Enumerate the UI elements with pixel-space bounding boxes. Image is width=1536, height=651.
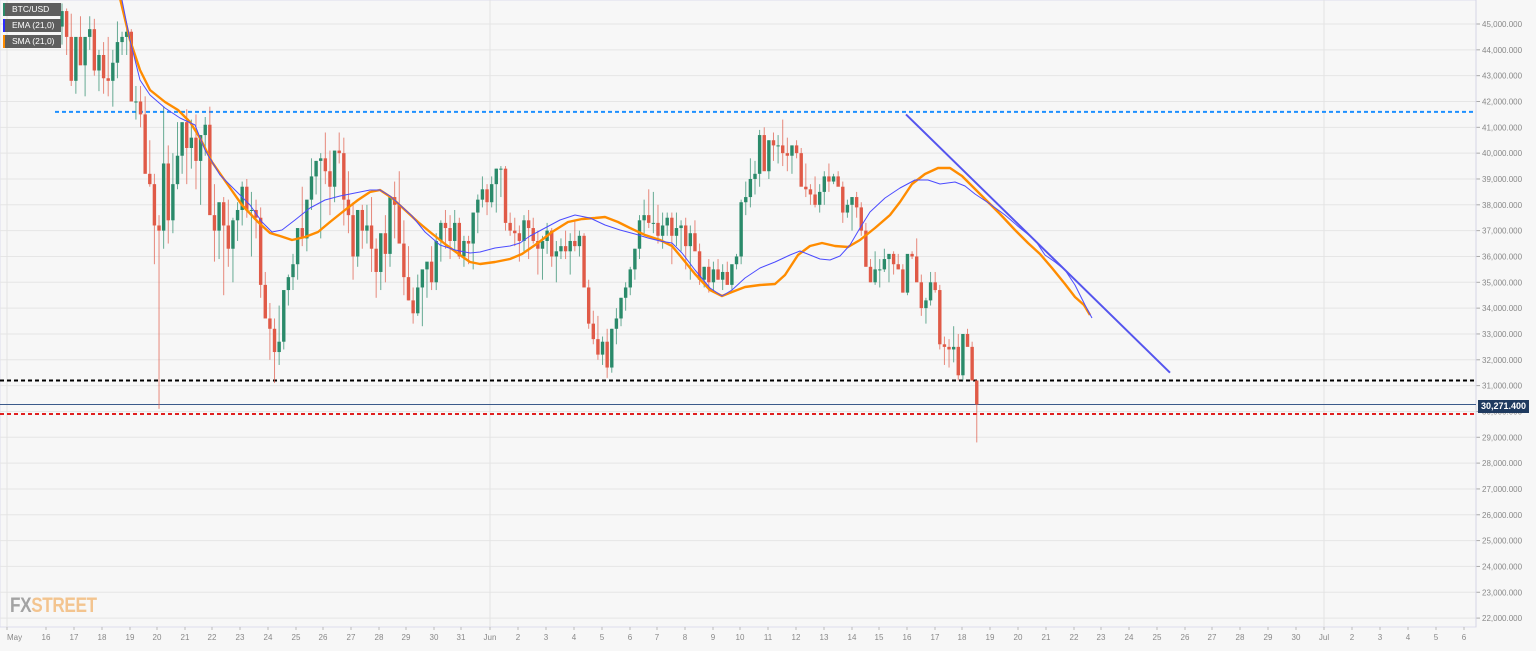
candles	[60, 3, 979, 443]
logo-fx: FX	[10, 594, 32, 617]
svg-text:17: 17	[70, 633, 79, 642]
svg-text:14: 14	[848, 633, 857, 642]
svg-text:35,000.000: 35,000.000	[1482, 278, 1523, 287]
legend: BTC/USD EMA (21,0) SMA (21,0)	[3, 3, 61, 48]
svg-text:27: 27	[347, 633, 356, 642]
svg-text:21: 21	[181, 633, 190, 642]
svg-text:6: 6	[1462, 633, 1467, 642]
ema-line	[121, 0, 1093, 319]
svg-text:32,000.000: 32,000.000	[1482, 356, 1523, 365]
svg-text:22: 22	[1070, 633, 1079, 642]
svg-text:28: 28	[1236, 633, 1245, 642]
svg-text:41,000.000: 41,000.000	[1482, 123, 1523, 132]
svg-text:Jul: Jul	[1319, 633, 1329, 642]
svg-text:29,000.000: 29,000.000	[1482, 433, 1523, 442]
sma-line	[119, 0, 1092, 316]
svg-text:28: 28	[375, 633, 384, 642]
svg-text:27: 27	[1208, 633, 1217, 642]
svg-text:13: 13	[820, 633, 829, 642]
y-axis-labels: 45,000.000 44,000.000 43,000.000 42,000.000…	[1482, 20, 1523, 623]
moving-averages	[119, 0, 1093, 319]
svg-text:19: 19	[986, 633, 995, 642]
horizontal-levels	[0, 110, 1476, 416]
legend-btcusd[interactable]: BTC/USD	[3, 3, 61, 16]
svg-text:23,000.000: 23,000.000	[1482, 588, 1523, 597]
svg-text:30: 30	[1292, 633, 1301, 642]
svg-text:43,000.000: 43,000.000	[1482, 72, 1523, 81]
svg-text:3: 3	[544, 633, 549, 642]
svg-text:4: 4	[572, 633, 577, 642]
x-axis-labels: May 16 17 18 19 20 21 22 23 24 25 26 27 28 29 30 31 Jun 2 3…	[6, 627, 1467, 642]
svg-text:8: 8	[683, 633, 688, 642]
svg-text:5: 5	[1434, 633, 1439, 642]
svg-text:16: 16	[903, 633, 912, 642]
legend-sma[interactable]: SMA (21,0)	[3, 35, 61, 48]
svg-text:42,000.000: 42,000.000	[1482, 97, 1523, 106]
grid-lines	[0, 0, 1480, 628]
svg-text:31: 31	[457, 633, 466, 642]
svg-text:16: 16	[42, 633, 51, 642]
last-price-tag: 30,271.400	[1478, 400, 1530, 413]
svg-text:2: 2	[1350, 633, 1355, 642]
svg-text:34,000.000: 34,000.000	[1482, 304, 1523, 313]
svg-text:36,000.000: 36,000.000	[1482, 252, 1523, 261]
svg-text:24,000.000: 24,000.000	[1482, 562, 1523, 571]
svg-text:19: 19	[126, 633, 135, 642]
svg-text:44,000.000: 44,000.000	[1482, 46, 1523, 55]
svg-text:28,000.000: 28,000.000	[1482, 459, 1523, 468]
svg-text:15: 15	[875, 633, 884, 642]
svg-text:45,000.000: 45,000.000	[1482, 20, 1523, 29]
svg-text:18: 18	[958, 633, 967, 642]
svg-text:4: 4	[1406, 633, 1411, 642]
svg-text:10: 10	[736, 633, 745, 642]
svg-text:30: 30	[430, 633, 439, 642]
svg-text:20: 20	[1014, 633, 1023, 642]
trendline[interactable]	[905, 113, 1171, 374]
logo-street: STREET	[31, 594, 97, 617]
svg-text:9: 9	[711, 633, 716, 642]
svg-text:12: 12	[792, 633, 801, 642]
svg-text:26: 26	[1181, 633, 1190, 642]
svg-text:26,000.000: 26,000.000	[1482, 511, 1523, 520]
svg-text:2: 2	[516, 633, 521, 642]
svg-text:18: 18	[98, 633, 107, 642]
svg-text:20: 20	[153, 633, 162, 642]
svg-text:39,000.000: 39,000.000	[1482, 175, 1523, 184]
legend-ema[interactable]: EMA (21,0)	[3, 19, 61, 32]
svg-text:May: May	[7, 633, 22, 642]
svg-text:7: 7	[655, 633, 660, 642]
svg-text:26: 26	[319, 633, 328, 642]
svg-text:6: 6	[628, 633, 633, 642]
svg-text:Jun: Jun	[484, 633, 497, 642]
svg-text:29: 29	[402, 633, 411, 642]
svg-text:33,000.000: 33,000.000	[1482, 330, 1523, 339]
svg-text:5: 5	[600, 633, 605, 642]
svg-text:3: 3	[1378, 633, 1383, 642]
svg-text:21: 21	[1042, 633, 1051, 642]
svg-text:11: 11	[764, 633, 773, 642]
svg-text:17: 17	[931, 633, 940, 642]
svg-text:31,000.000: 31,000.000	[1482, 382, 1523, 391]
svg-text:27,000.000: 27,000.000	[1482, 485, 1523, 494]
svg-text:25,000.000: 25,000.000	[1482, 537, 1523, 546]
svg-text:40,000.000: 40,000.000	[1482, 149, 1523, 158]
svg-text:25: 25	[292, 633, 301, 642]
svg-text:23: 23	[236, 633, 245, 642]
svg-text:24: 24	[264, 633, 273, 642]
svg-text:37,000.000: 37,000.000	[1482, 227, 1523, 236]
svg-text:29: 29	[1264, 633, 1273, 642]
svg-text:22,000.000: 22,000.000	[1482, 614, 1523, 623]
svg-text:24: 24	[1125, 633, 1134, 642]
svg-text:25: 25	[1153, 633, 1162, 642]
svg-text:23: 23	[1097, 633, 1106, 642]
svg-text:38,000.000: 38,000.000	[1482, 201, 1523, 210]
fxstreet-logo: FXSTREET	[10, 594, 97, 618]
svg-text:22: 22	[208, 633, 217, 642]
